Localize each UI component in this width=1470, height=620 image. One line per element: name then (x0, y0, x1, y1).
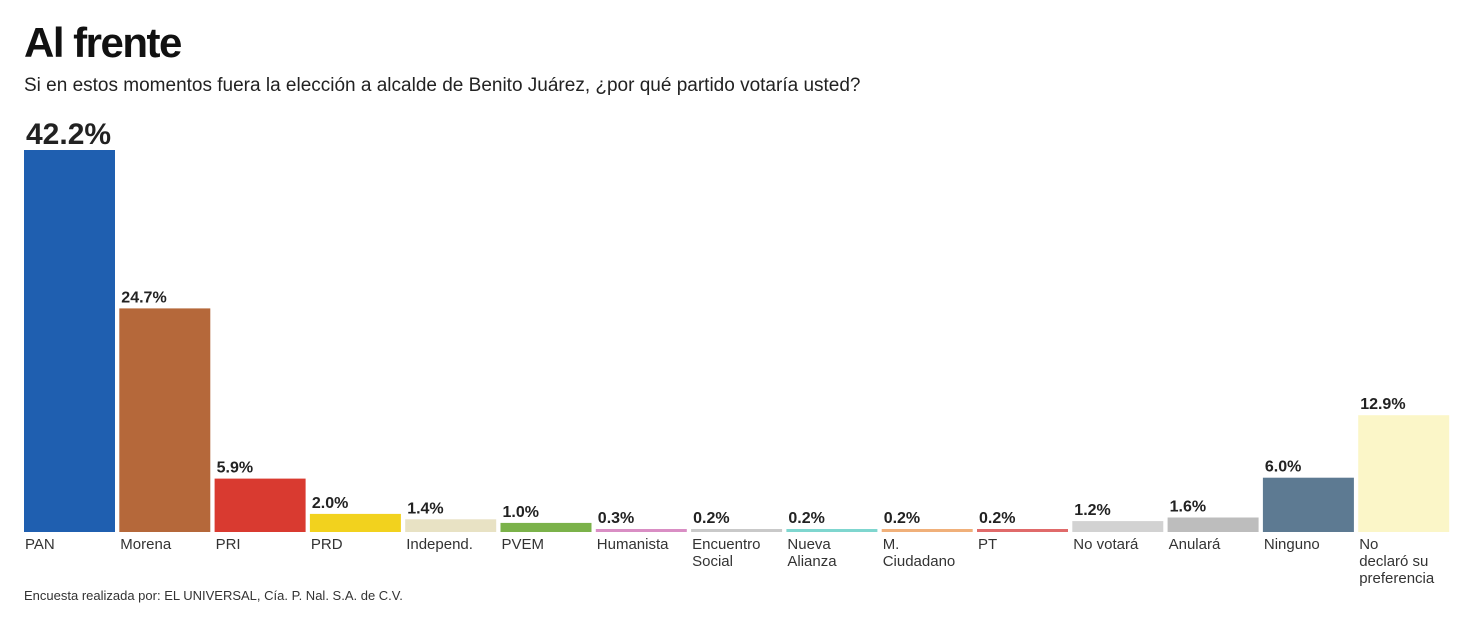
category-label: Morena (120, 536, 172, 553)
category-label: No (1359, 536, 1378, 553)
category-label: Anulará (1169, 536, 1221, 553)
category-label: No votará (1073, 536, 1139, 553)
bar-humanista (595, 529, 687, 532)
category-label: PRD (311, 536, 343, 553)
value-label: 5.9% (217, 460, 253, 477)
value-label: 2.0% (312, 495, 348, 512)
bar-no-declar-su-preferencia (1358, 415, 1450, 532)
bar-pt (977, 529, 1068, 532)
bar-encuentro-social (691, 529, 783, 532)
category-label: Ciudadano (883, 553, 956, 570)
bar-pri (214, 478, 306, 532)
bar-nueva-alianza (786, 529, 878, 532)
source-note: Encuesta realizada por: EL UNIVERSAL, Cí… (24, 588, 403, 603)
chart-subtitle: Si en estos momentos fuera la elección a… (24, 75, 861, 96)
category-label: Ninguno (1264, 536, 1320, 553)
value-label: 6.0% (1265, 459, 1301, 476)
category-label: PAN (25, 536, 55, 553)
value-label: 12.9% (1360, 396, 1405, 413)
category-label: Independ. (406, 536, 473, 553)
category-label: Alianza (787, 553, 837, 570)
category-label: M. (883, 536, 900, 553)
value-label: 24.7% (121, 289, 166, 306)
value-label: 42.2% (26, 118, 111, 151)
value-label: 0.2% (693, 510, 729, 527)
bar-pan (24, 150, 115, 532)
bar-independ (405, 519, 497, 532)
value-label: 1.2% (1074, 502, 1110, 519)
category-label: preferencia (1359, 570, 1435, 587)
category-label: PRI (216, 536, 241, 553)
value-label: 0.3% (598, 510, 634, 527)
value-label: 1.4% (407, 500, 443, 517)
chart-title: Al frente (24, 19, 182, 66)
category-label: Humanista (597, 536, 669, 553)
bar-ninguno (1262, 477, 1354, 532)
category-label: PVEM (502, 536, 545, 553)
value-label: 1.6% (1170, 499, 1206, 516)
bar-anular (1167, 517, 1259, 532)
category-label: Social (692, 553, 733, 570)
category-label: PT (978, 536, 997, 553)
bar-pvem (500, 522, 592, 532)
bar-no-votar (1072, 521, 1164, 532)
value-label: 0.2% (884, 510, 920, 527)
category-label: Nueva (787, 536, 831, 553)
value-label: 1.0% (503, 504, 539, 521)
value-label: 0.2% (979, 510, 1015, 527)
category-label: declaró su (1359, 553, 1428, 570)
bar-m-ciudadano (881, 529, 973, 532)
bar-morena (119, 308, 211, 532)
value-label: 0.2% (788, 510, 824, 527)
category-label: Encuentro (692, 536, 760, 553)
bar-prd (309, 513, 401, 532)
